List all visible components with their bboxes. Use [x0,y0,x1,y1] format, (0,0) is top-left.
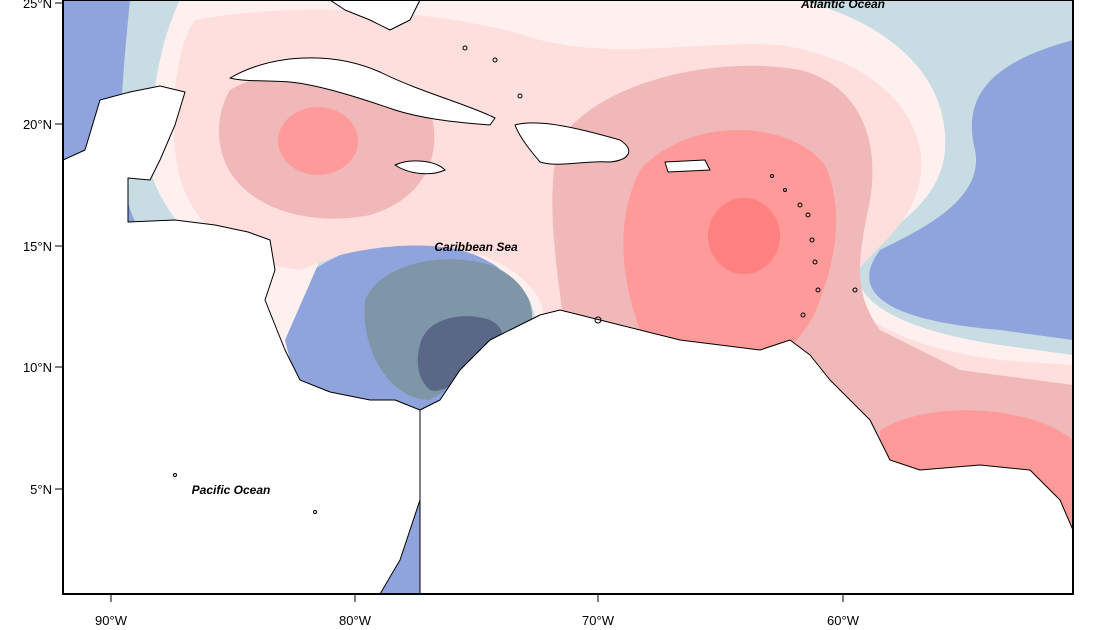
land-south-america [419,309,1073,594]
contour-strong-positive [708,198,780,274]
lon-label-70w: 70°W [582,613,615,628]
lon-label-80w: 80°W [339,613,372,628]
lat-label-5n: 5°N [30,482,52,497]
lat-label-10n: 10°N [23,360,52,375]
land-hispaniola [514,122,630,165]
lat-label-25n: 25°N [23,0,52,11]
longitude-axis: 90°W 80°W 70°W 60°W [95,594,860,628]
land-florida [329,0,421,31]
contour-strong-negative [417,316,503,391]
lat-label-15n: 15°N [23,239,52,254]
land-puerto-rico [664,159,711,173]
landmass-layer [63,0,1073,594]
label-caribbean-sea: Caribbean Sea [434,240,518,254]
land-cuba [229,57,496,126]
lon-label-90w: 90°W [95,613,128,628]
island-group [173,45,858,514]
land-jamaica [394,160,446,175]
lon-label-60w: 60°W [827,613,860,628]
label-pacific-ocean: Pacific Ocean [192,483,271,497]
lat-label-20n: 20°N [23,117,52,132]
contour-positive-west [278,107,358,175]
latitude-axis: 25°N 20°N 15°N 10°N 5°N [23,0,63,497]
map-frame [62,0,1074,595]
label-atlantic-ocean: Atlantic Ocean [800,0,885,11]
